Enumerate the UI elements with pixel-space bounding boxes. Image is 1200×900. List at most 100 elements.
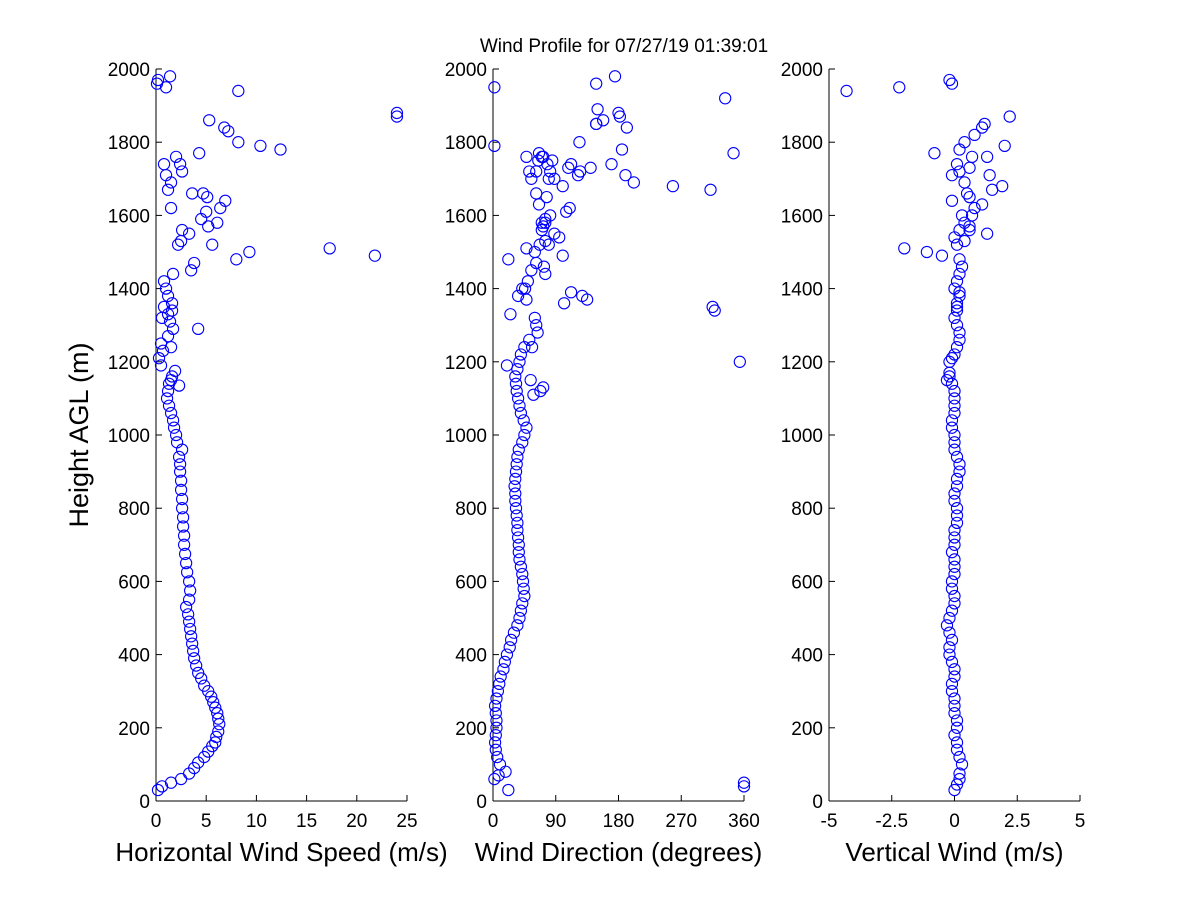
data-point	[940, 619, 954, 632]
data-point	[950, 721, 964, 734]
data-point	[222, 125, 235, 138]
y-axis-label: Height AGL (m)	[64, 342, 94, 527]
data-point	[169, 150, 183, 163]
series-points	[488, 70, 751, 797]
data-point	[157, 300, 171, 314]
data-point	[563, 201, 576, 215]
data-point	[173, 458, 187, 471]
data-point	[590, 117, 603, 131]
y-tick-label: 1200	[781, 353, 823, 374]
x-tick-label: 25	[396, 811, 417, 832]
data-point	[162, 399, 176, 412]
data-point	[948, 663, 961, 676]
data-point	[207, 696, 220, 709]
data-point	[184, 630, 198, 643]
data-point	[493, 677, 506, 691]
data-point	[540, 190, 553, 204]
data-point	[950, 275, 964, 288]
data-point	[206, 238, 219, 251]
data-point	[945, 545, 959, 559]
data-point	[945, 421, 959, 434]
x-tick-label: 5	[201, 811, 212, 832]
data-point	[556, 249, 569, 262]
data-point	[945, 77, 959, 90]
y-tick-label: 400	[455, 646, 487, 667]
data-point	[605, 158, 618, 171]
data-point	[503, 641, 516, 654]
data-point	[513, 399, 526, 412]
data-point	[493, 758, 507, 771]
data-point	[390, 106, 404, 120]
y-tick-label: 600	[118, 572, 150, 593]
y-tick-label: 0	[476, 792, 487, 813]
data-point	[185, 187, 199, 200]
data-point	[174, 474, 188, 487]
data-point	[512, 538, 525, 551]
x-tick-label: 180	[603, 811, 635, 832]
data-point	[943, 626, 956, 639]
data-point	[532, 147, 546, 160]
data-point	[497, 663, 510, 676]
data-point	[511, 289, 525, 303]
data-point	[943, 648, 956, 661]
data-point	[948, 494, 961, 508]
data-point	[500, 648, 514, 661]
data-point	[509, 472, 522, 486]
data-point	[524, 373, 537, 387]
data-point	[948, 406, 961, 420]
data-point	[156, 344, 170, 357]
y-tick-label: 1000	[781, 426, 823, 447]
data-point	[564, 158, 578, 171]
data-point	[945, 351, 959, 365]
data-point	[163, 70, 177, 83]
data-point	[953, 750, 966, 764]
x-axis-label: Horizontal Wind Speed (m/s)	[115, 837, 447, 867]
data-point	[965, 209, 979, 222]
data-point	[514, 560, 528, 573]
data-point	[948, 384, 961, 398]
y-tick-label: 1000	[445, 426, 487, 447]
data-point	[527, 388, 540, 401]
data-point	[161, 289, 175, 303]
data-point	[521, 275, 535, 288]
data-point	[169, 428, 183, 442]
data-point	[177, 538, 191, 551]
data-point	[488, 772, 501, 786]
data-point	[955, 260, 969, 273]
data-point	[948, 670, 961, 683]
data-point	[980, 227, 994, 240]
data-point	[953, 253, 966, 266]
data-point	[948, 282, 961, 295]
data-point	[983, 168, 996, 182]
data-point	[955, 758, 969, 771]
data-point	[948, 538, 961, 551]
data-point	[597, 114, 610, 127]
data-point	[514, 604, 528, 617]
data-point	[615, 143, 629, 156]
data-point	[542, 238, 555, 251]
data-point	[165, 297, 179, 310]
y-tick-label: 1200	[108, 353, 150, 374]
y-tick-label: 600	[791, 572, 823, 593]
data-point	[948, 487, 961, 500]
data-point	[948, 392, 961, 405]
y-tick-label: 800	[455, 499, 487, 520]
data-point	[948, 707, 961, 720]
data-point	[500, 359, 514, 372]
data-point	[157, 158, 171, 171]
data-point	[840, 84, 853, 98]
data-point	[488, 139, 501, 153]
data-point	[155, 780, 169, 793]
data-point	[516, 436, 529, 449]
data-point	[553, 231, 566, 244]
data-point	[502, 253, 515, 266]
data-point	[950, 516, 964, 529]
data-point	[170, 436, 184, 449]
data-point	[948, 783, 961, 797]
y-tick-label: 200	[455, 719, 487, 740]
data-point	[564, 286, 578, 299]
data-point	[537, 381, 550, 394]
data-point	[198, 679, 211, 692]
data-point	[323, 242, 336, 255]
data-point	[704, 183, 717, 196]
